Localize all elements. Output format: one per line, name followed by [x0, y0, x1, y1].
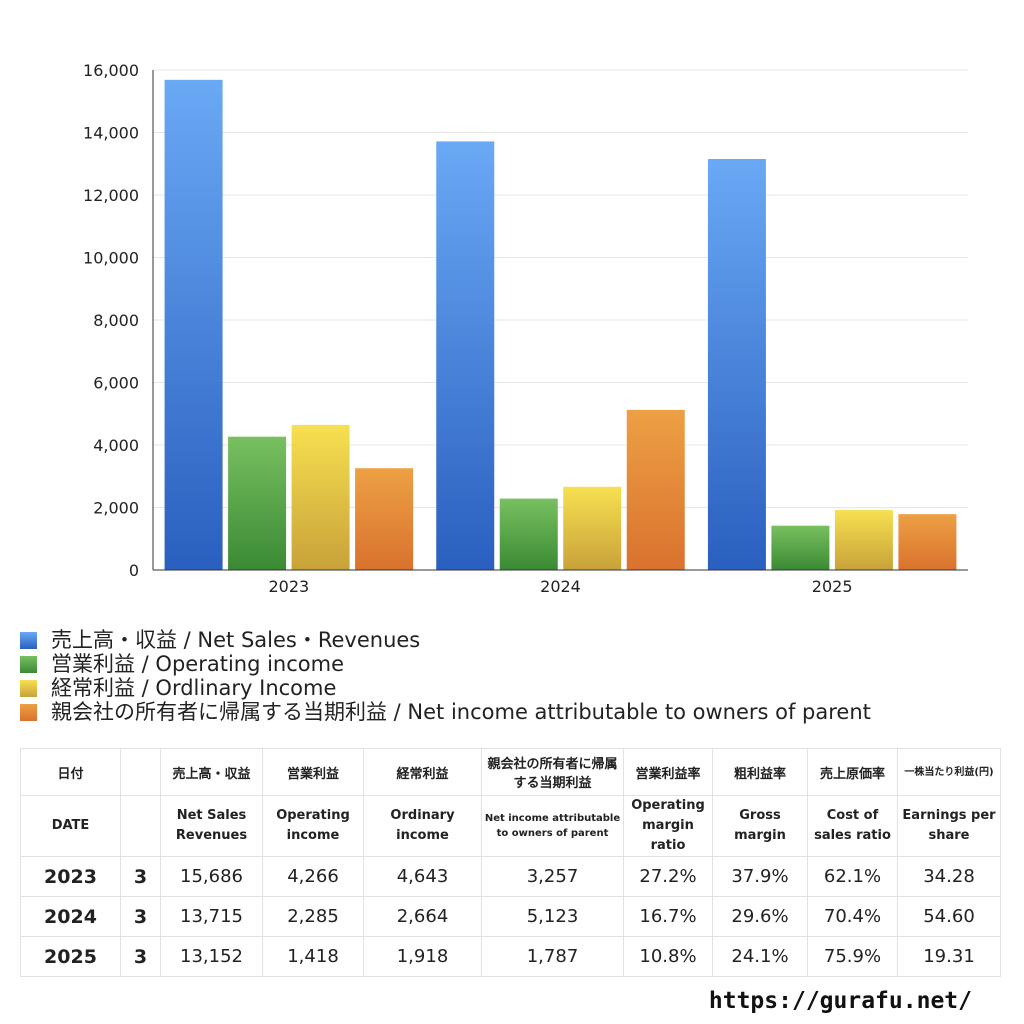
cell-gross-margin: 29.6%	[712, 896, 808, 937]
cell-ordinary-income: 4,643	[363, 856, 482, 897]
legend-label: 親会社の所有者に帰属する当期利益 / Net income attributab…	[51, 700, 871, 724]
bar-2024-series-3	[626, 409, 685, 570]
header-date-jp: 日付	[20, 748, 121, 796]
header-cost-ratio-jp: 売上原価率	[807, 748, 898, 796]
bar-2025-series-2	[834, 510, 893, 570]
cell-eps: 54.60	[897, 896, 1001, 937]
legend-item-net-income: 親会社の所有者に帰属する当期利益 / Net income attributab…	[20, 700, 871, 724]
row-year: 2023	[20, 856, 121, 897]
table-row: 2025 3 13,152 1,418 1,918 1,787 10.8% 24…	[20, 936, 1001, 977]
legend-label: 営業利益 / Operating income	[51, 652, 345, 676]
legend-label: 経常利益 / Ordlinary Income	[51, 676, 337, 700]
legend-item-net-sales: 売上高・収益 / Net Sales・Revenues	[20, 628, 871, 652]
x-tick-label: 2025	[812, 577, 853, 596]
header-gross-margin-en: Gross margin	[712, 795, 808, 857]
cell-net-income: 1,787	[481, 936, 624, 977]
cell-cost-ratio: 75.9%	[807, 936, 898, 977]
y-tick-label: 2,000	[93, 499, 139, 518]
y-tick-label: 6,000	[93, 374, 139, 393]
bar-2025-series-3	[898, 514, 957, 570]
x-tick-label: 2023	[268, 577, 309, 596]
header-ordinary-income-jp: 経常利益	[363, 748, 482, 796]
y-tick-label: 16,000	[83, 61, 139, 80]
bar-2025-series-1	[771, 525, 830, 570]
cell-operating-income: 2,285	[262, 896, 364, 937]
financial-table: 日付 売上高・収益 営業利益 経常利益 親会社の所有者に帰属する当期利益 営業利…	[20, 748, 1001, 977]
header-ordinary-income-en: Ordinary income	[363, 795, 482, 857]
y-tick-label: 10,000	[83, 249, 139, 268]
cell-net-sales: 13,152	[160, 936, 263, 977]
header-operating-margin-jp: 営業利益率	[623, 748, 713, 796]
header-eps-en: Earnings per share	[897, 795, 1001, 857]
cell-operating-margin: 10.8%	[623, 936, 713, 977]
legend: 売上高・収益 / Net Sales・Revenues 営業利益 / Opera…	[20, 628, 871, 724]
gridlines	[153, 69, 968, 508]
row-month: 3	[120, 856, 161, 897]
cell-net-sales: 15,686	[160, 856, 263, 897]
header-operating-income-jp: 営業利益	[262, 748, 364, 796]
table-header-jp: 日付 売上高・収益 営業利益 経常利益 親会社の所有者に帰属する当期利益 営業利…	[20, 748, 1001, 796]
header-date-en: DATE	[20, 795, 121, 857]
header-net-sales-en: Net Sales Revenues	[160, 795, 263, 857]
bar-2023-series-0	[164, 79, 223, 570]
y-tick-label: 8,000	[93, 311, 139, 330]
header-spacer	[120, 748, 161, 796]
legend-swatch	[20, 655, 37, 673]
header-eps-jp: 一株当たり利益(円)	[897, 748, 1001, 796]
row-month: 3	[120, 896, 161, 937]
legend-label: 売上高・収益 / Net Sales・Revenues	[51, 628, 421, 652]
cell-operating-income: 1,418	[262, 936, 364, 977]
bars	[164, 79, 957, 570]
header-net-income-jp: 親会社の所有者に帰属する当期利益	[481, 748, 624, 796]
cell-ordinary-income: 2,664	[363, 896, 482, 937]
cell-net-income: 3,257	[481, 856, 624, 897]
bar-2023-series-3	[355, 468, 414, 570]
y-tick-label: 0	[129, 561, 139, 580]
cell-ordinary-income: 1,918	[363, 936, 482, 977]
y-tick-label: 12,000	[83, 186, 139, 205]
cell-gross-margin: 37.9%	[712, 856, 808, 897]
y-tick-label: 4,000	[93, 436, 139, 455]
site-url[interactable]: https://gurafu.net/	[708, 988, 972, 1014]
header-net-sales-jp: 売上高・収益	[160, 748, 263, 796]
y-axis-ticks: 0 2,000 4,000 6,000 8,000 10,000 12,000 14,000 1…	[83, 61, 139, 580]
legend-item-ordinary-income: 経常利益 / Ordlinary Income	[20, 676, 871, 700]
row-month: 3	[120, 936, 161, 977]
bar-2023-series-2	[291, 424, 350, 570]
legend-item-operating-income: 営業利益 / Operating income	[20, 652, 871, 676]
bar-2024-series-0	[436, 141, 495, 570]
header-cost-ratio-en: Cost of sales ratio	[807, 795, 898, 857]
x-tick-label: 2024	[540, 577, 581, 596]
cell-cost-ratio: 70.4%	[807, 896, 898, 937]
y-tick-label: 14,000	[83, 124, 139, 143]
cell-operating-margin: 16.7%	[623, 896, 713, 937]
bar-2024-series-1	[499, 498, 558, 570]
table-header-en: DATE Net Sales Revenues Operating income…	[20, 795, 1001, 857]
legend-swatch	[20, 703, 37, 721]
legend-swatch	[20, 631, 37, 649]
cell-operating-margin: 27.2%	[623, 856, 713, 897]
table-row: 2024 3 13,715 2,285 2,664 5,123 16.7% 29…	[20, 896, 1001, 937]
cell-cost-ratio: 62.1%	[807, 856, 898, 897]
cell-eps: 19.31	[897, 936, 1001, 977]
cell-gross-margin: 24.1%	[712, 936, 808, 977]
bar-2024-series-2	[563, 486, 622, 570]
legend-swatch	[20, 679, 37, 697]
header-operating-margin-en: Operating margin ratio	[623, 795, 713, 857]
row-year: 2024	[20, 896, 121, 937]
table-row: 2023 3 15,686 4,266 4,643 3,257 27.2% 37…	[20, 856, 1001, 897]
header-net-income-en: Net income attributable to owners of par…	[481, 795, 624, 857]
cell-net-income: 5,123	[481, 896, 624, 937]
cell-net-sales: 13,715	[160, 896, 263, 937]
row-year: 2025	[20, 936, 121, 977]
header-operating-income-en: Operating income	[262, 795, 364, 857]
x-axis-ticks: 2023 2024 2025	[268, 577, 852, 596]
bar-2025-series-0	[707, 159, 766, 570]
cell-operating-income: 4,266	[262, 856, 364, 897]
bar-chart: 0 2,000 4,000 6,000 8,000 10,000 12,000 14,000 1…	[83, 61, 968, 596]
header-gross-margin-jp: 粗利益率	[712, 748, 808, 796]
bar-2023-series-1	[228, 436, 287, 570]
header-spacer	[120, 795, 161, 857]
cell-eps: 34.28	[897, 856, 1001, 897]
